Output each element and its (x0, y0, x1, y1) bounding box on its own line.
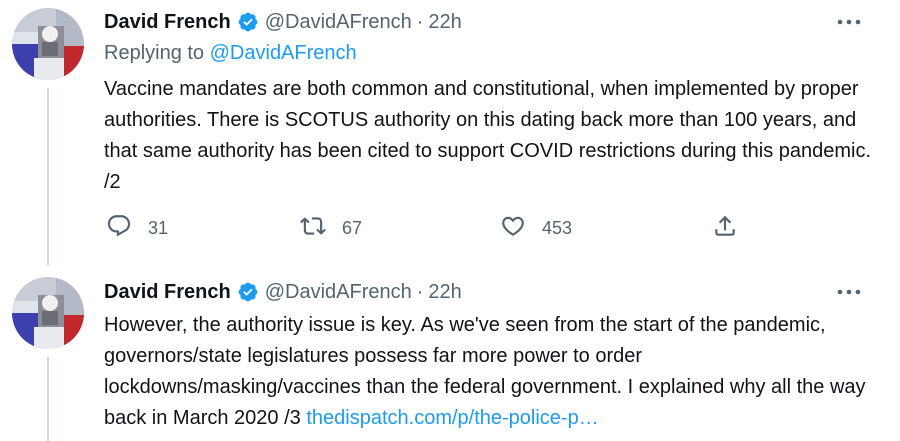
replying-to-label: Replying to (104, 42, 205, 64)
author-handle[interactable]: @DavidAFrench (264, 280, 412, 303)
heart-icon (500, 213, 526, 244)
share-button[interactable] (712, 210, 738, 246)
reply-count: 31 (148, 217, 169, 238)
tweet-text: However, the authority issue is key. As … (104, 310, 884, 434)
verified-badge-icon (237, 11, 259, 33)
separator-dot: · (416, 10, 424, 33)
author-handle[interactable]: @DavidAFrench (264, 10, 412, 33)
tweet-timestamp[interactable]: 22h (428, 280, 462, 303)
author-name[interactable]: David French (104, 280, 231, 303)
tweet-text: Vaccine mandates are both common and con… (104, 78, 872, 193)
share-icon (712, 213, 738, 244)
replying-to-handle-link[interactable]: @DavidAFrench (209, 42, 357, 64)
separator-dot: · (416, 280, 424, 303)
tweet-actions: 31 67 453 (104, 210, 744, 246)
tweet-timestamp[interactable]: 22h (428, 10, 462, 33)
tweet-link[interactable]: thedispatch.com/p/the-police-p… (306, 407, 599, 429)
tweet-header: David French @DavidAFrench · 22h (104, 279, 462, 305)
like-button[interactable]: 453 (500, 210, 572, 246)
replying-to: Replying to @DavidAFrench (104, 42, 357, 65)
avatar[interactable] (12, 8, 84, 80)
tweet[interactable]: David French @DavidAFrench · 22h Replyin… (0, 0, 900, 260)
more-dots-icon[interactable] (836, 282, 862, 302)
retweet-count: 67 (342, 217, 363, 238)
tweet-text-content: However, the authority issue is key. As … (104, 314, 866, 429)
retweet-icon (300, 213, 326, 244)
like-count: 453 (542, 217, 573, 238)
more-dots-icon[interactable] (836, 12, 862, 32)
retweet-button[interactable]: 67 (300, 210, 362, 246)
thread-connector-line (47, 88, 49, 265)
verified-badge-icon (237, 281, 259, 303)
author-name[interactable]: David French (104, 10, 231, 33)
avatar[interactable] (12, 277, 84, 349)
tweet-header: David French @DavidAFrench · 22h (104, 9, 462, 35)
reply-icon (106, 213, 132, 244)
reply-button[interactable]: 31 (106, 210, 168, 246)
tweet[interactable]: David French @DavidAFrench · 22h However… (0, 268, 900, 441)
thread-connector-line (47, 357, 49, 441)
